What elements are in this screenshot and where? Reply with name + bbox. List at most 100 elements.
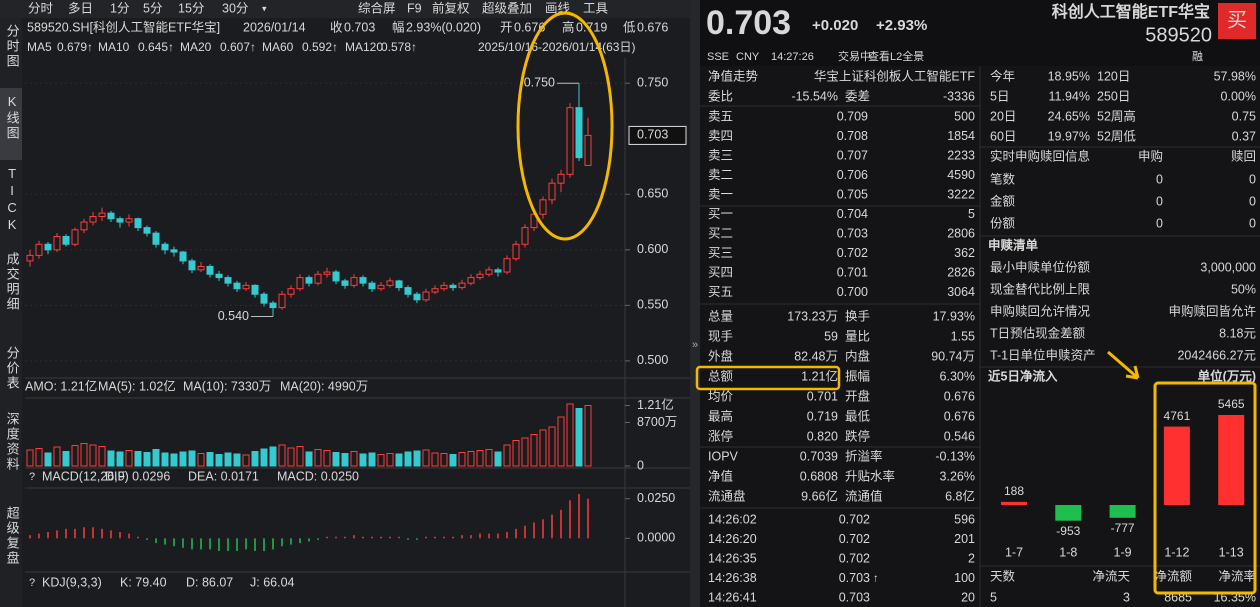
volume-bar [476, 450, 484, 467]
volume-header: MA(10): 7330万 [183, 379, 271, 393]
buy-button[interactable]: 买 [1227, 9, 1247, 31]
candle-body [143, 227, 151, 234]
table-cell: 18.95% [1048, 69, 1090, 83]
l2-link[interactable]: 查看L2全景 [868, 49, 924, 63]
volume-bar [431, 452, 439, 467]
collapse-icon[interactable]: » [692, 339, 698, 351]
volume-bar [179, 451, 187, 467]
info-item: 2026/01/14 [243, 20, 306, 34]
book-price: 0.707 [837, 148, 868, 162]
sidebar-tab[interactable]: 深度资料 [5, 412, 20, 472]
buy-button-bg[interactable] [1218, 3, 1256, 39]
macd-header: MACD: 0.0250 [277, 469, 359, 483]
candle-body [548, 182, 556, 201]
candle-body [440, 284, 448, 290]
table-cell: 0.701 [807, 389, 838, 403]
toolbar-tab[interactable]: 分时 [28, 1, 54, 15]
table-cell: 5日 [990, 89, 1009, 103]
candle-body [116, 218, 124, 223]
trade-time: 14:26:35 [708, 551, 757, 565]
macd-header: MACD(12,26,9) [42, 469, 129, 483]
margin-flag: 融 [1192, 50, 1203, 63]
sidebar-tab[interactable]: 超级复盘 [5, 506, 20, 566]
volume-bar [242, 454, 250, 467]
volume-bar [341, 453, 349, 467]
sidebar-tab[interactable]: 分价表 [5, 346, 20, 391]
candle-body [170, 249, 178, 253]
sidebar-tab[interactable]: K线图 [5, 94, 20, 141]
y-tick-label: 0.750 [637, 76, 668, 90]
candle-body [80, 221, 88, 231]
candle-body [269, 302, 277, 309]
x-tick-label: 1-13 [1219, 545, 1244, 559]
quote-header-bg [700, 0, 1260, 66]
table-cell: 6.30% [940, 369, 975, 383]
info-item: 2.93%(0.020) [406, 20, 481, 34]
candle-body [458, 282, 466, 289]
candle-body [278, 293, 286, 309]
table-cell: 升贴水率 [845, 468, 895, 483]
book-volume: 4590 [947, 168, 975, 182]
candle-body [386, 280, 394, 286]
table-cell: 6.8亿 [945, 488, 975, 503]
table-cell: 总额 [708, 369, 734, 383]
volume-bar [314, 449, 322, 467]
bar [1218, 415, 1245, 505]
chart-title: 近5日净流入 [988, 368, 1058, 383]
toolbar-tab[interactable]: 5分 [143, 1, 162, 15]
toolbar-tool[interactable]: 工具 [583, 1, 609, 15]
candle-body [584, 134, 592, 166]
info-item: 0.676 [637, 20, 668, 34]
highlight-flow [1153, 381, 1257, 595]
trade-volume: 100 [954, 571, 975, 585]
sidebar-active [0, 88, 22, 160]
table-cell: 外盘 [708, 348, 733, 363]
book-label: 买五 [708, 285, 733, 299]
toolbar-tab[interactable]: 1分 [110, 1, 129, 15]
book-price: 0.702 [837, 246, 868, 260]
trade-volume: 201 [954, 532, 975, 546]
change-pct: +2.93% [876, 17, 927, 34]
sidebar-tab[interactable]: 成交明细 [5, 252, 20, 312]
volume-bar [449, 454, 457, 467]
sub-header: 申购 [1138, 148, 1163, 163]
last-price: 0.703 [706, 4, 791, 42]
y-tick-label: 0 [637, 458, 644, 472]
table-cell: 内盘 [845, 348, 870, 363]
last-price-label: 0.703 [637, 128, 668, 142]
toolbar-bg [0, 0, 690, 18]
candle-body [215, 273, 223, 279]
up-flag: ↑ [873, 572, 879, 584]
summary-header: 净流天 [1092, 569, 1130, 583]
ma-item: MA120 [345, 40, 383, 54]
toolbar-tool[interactable]: 前复权 [432, 0, 470, 15]
toolbar-tab[interactable]: 30分 [222, 1, 248, 15]
list-cell: 8.18元 [1219, 326, 1256, 340]
volume-bar [359, 453, 367, 467]
candle-body [485, 269, 493, 275]
table-cell: 流通盘 [708, 488, 746, 503]
ma-item: MA5 [27, 40, 52, 54]
sidebar-tab[interactable]: TICK [5, 166, 20, 234]
table-cell: 0.00% [1221, 89, 1256, 103]
sidebar-tab[interactable]: 分时图 [5, 24, 20, 69]
candle-body [494, 269, 502, 273]
toolbar-tab[interactable]: 多日 [68, 1, 93, 15]
toolbar-tab[interactable]: 15分 [178, 1, 204, 15]
candle-body [557, 173, 565, 184]
table-cell: 0.820 [807, 429, 838, 443]
toolbar-tool[interactable]: F9 [407, 1, 422, 15]
currency: CNY [736, 51, 760, 63]
volume-bar [35, 448, 43, 467]
table-cell: 52周高 [1097, 108, 1136, 123]
status: 交易中 [838, 49, 871, 63]
toolbar-tool[interactable]: 超级叠加 [482, 0, 532, 15]
volume-header: MA(5): 1.02亿 [98, 378, 176, 393]
y-tick-label: 0.0000 [637, 531, 675, 545]
candle-body [152, 232, 160, 245]
x-tick-label: 1-8 [1059, 545, 1077, 559]
table-cell: 今年 [990, 68, 1015, 83]
toolbar-tool[interactable]: 综合屏 [358, 0, 396, 15]
table-cell: 净值 [708, 468, 733, 483]
